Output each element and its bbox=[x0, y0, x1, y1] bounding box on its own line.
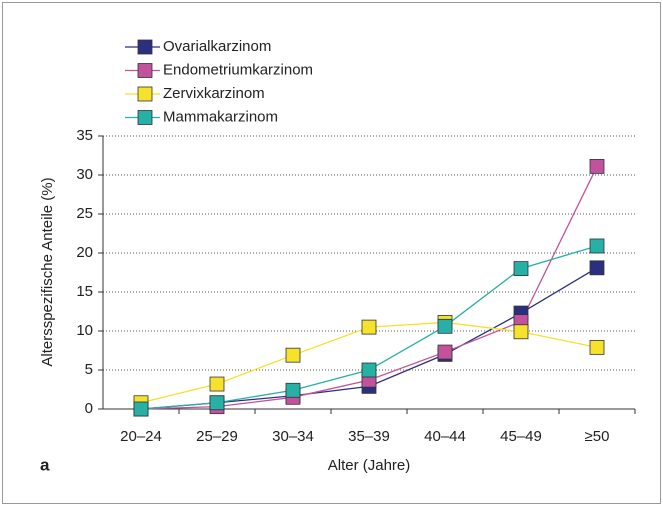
marker bbox=[209, 376, 225, 392]
y-tick-label: 25 bbox=[76, 205, 93, 222]
x-axis-label: Alter (Jahre) bbox=[328, 457, 411, 474]
y-tick-label: 30 bbox=[76, 166, 93, 183]
y-tick-label: 10 bbox=[76, 322, 93, 339]
legend-label: Zervixkarzinom bbox=[163, 85, 265, 102]
legend-label: Endometriumkarzinom bbox=[163, 61, 313, 78]
legend-marker bbox=[137, 63, 153, 78]
x-tick-label: 20–24 bbox=[120, 428, 162, 445]
x-tick-label: 25–29 bbox=[196, 428, 238, 445]
y-tick-label: 0 bbox=[85, 400, 93, 417]
y-tick-label: 35 bbox=[76, 127, 93, 144]
x-tick-label: 35–39 bbox=[348, 428, 390, 445]
legend-marker bbox=[137, 39, 153, 55]
panel-label: a bbox=[40, 455, 50, 474]
marker bbox=[589, 260, 605, 276]
x-tick-label: 30–34 bbox=[272, 428, 314, 445]
marker bbox=[285, 347, 301, 363]
marker bbox=[589, 238, 605, 254]
x-tick-label: 45–49 bbox=[500, 428, 542, 445]
marker bbox=[133, 401, 149, 417]
marker bbox=[513, 261, 529, 277]
marker bbox=[437, 344, 453, 360]
x-tick-label: ≥50 bbox=[585, 428, 610, 445]
marker bbox=[285, 382, 301, 398]
marker bbox=[437, 318, 453, 334]
legend-label: Mammakarzinom bbox=[163, 108, 278, 125]
x-tick-label: 40–44 bbox=[424, 428, 466, 445]
legend-marker bbox=[137, 110, 153, 125]
y-tick-label: 5 bbox=[85, 361, 93, 378]
legend-marker bbox=[137, 86, 153, 102]
y-tick-label: 20 bbox=[76, 244, 93, 261]
marker bbox=[589, 339, 605, 355]
marker bbox=[361, 319, 377, 335]
marker bbox=[209, 395, 225, 411]
marker bbox=[589, 159, 605, 174]
marker bbox=[513, 324, 529, 340]
y-tick-label: 15 bbox=[76, 283, 93, 300]
y-axis-label: Altersspezifische Anteile (%) bbox=[39, 177, 56, 366]
legend-label: Ovarialkarzinom bbox=[163, 38, 271, 55]
marker bbox=[361, 362, 377, 378]
